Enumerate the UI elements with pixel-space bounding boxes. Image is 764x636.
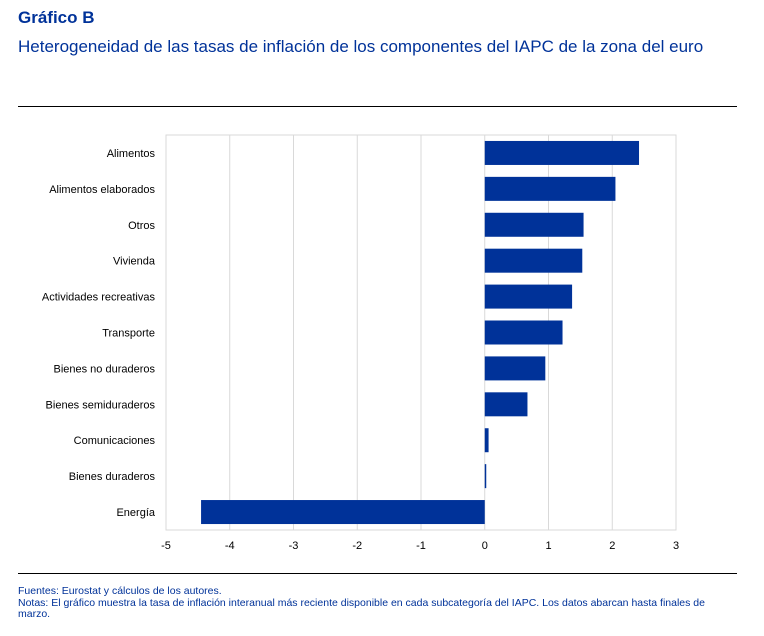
- category-label: Otros: [128, 220, 155, 232]
- chart-heading: Gráfico B Heterogeneidad de las tasas de…: [18, 8, 738, 61]
- x-tick-label: 2: [609, 540, 615, 552]
- bottom-divider: [18, 573, 737, 574]
- category-label: Alimentos elaborados: [49, 184, 155, 196]
- category-label: Energía: [116, 507, 155, 519]
- x-tick-label: 1: [545, 540, 551, 552]
- x-tick-label: -1: [416, 540, 426, 552]
- category-label: Bienes semiduraderos: [46, 399, 156, 411]
- bar: [484, 248, 583, 273]
- x-tick-label: -4: [225, 540, 235, 552]
- bars: [201, 140, 640, 525]
- notes-text: Notas: El gráfico muestra la tasa de inf…: [18, 596, 705, 620]
- bar: [484, 212, 584, 237]
- category-label: Vivienda: [113, 256, 156, 268]
- x-tick-label: 0: [482, 540, 488, 552]
- bar: [484, 392, 528, 417]
- x-tick-label: 3: [673, 540, 679, 552]
- bar-chart: Alimentos Alimentos elaborados Otros Vivien…: [42, 134, 679, 552]
- bar: [484, 464, 487, 489]
- x-tick-label: -2: [352, 540, 362, 552]
- bar: [484, 284, 573, 309]
- category-labels: Alimentos Alimentos elaborados Otros Vivien…: [42, 148, 156, 519]
- x-tick-label: -5: [161, 540, 171, 552]
- x-tick-label: -3: [289, 540, 299, 552]
- x-tick-labels: -5 -4 -3 -2 -1 0 1 2 3: [161, 540, 679, 552]
- bar: [484, 320, 563, 345]
- category-label: Alimentos: [107, 148, 156, 160]
- chart-title: Heterogeneidad de las tasas de inflación…: [18, 37, 704, 56]
- category-label: Bienes no duraderos: [53, 363, 155, 375]
- category-label: Actividades recreativas: [42, 292, 156, 304]
- category-label: Comunicaciones: [74, 435, 156, 447]
- sources-note: Fuentes: Eurostat y cálculos de los auto…: [18, 585, 222, 597]
- category-label: Transporte: [102, 328, 155, 340]
- chart-label: Gráfico B: [18, 8, 95, 27]
- footer: Fuentes: Eurostat y cálculos de los auto…: [18, 585, 738, 621]
- top-divider: [18, 106, 737, 107]
- bar: [484, 176, 616, 201]
- category-label: Bienes duraderos: [69, 471, 156, 483]
- bar: [201, 500, 485, 525]
- bar: [484, 356, 546, 381]
- bar: [484, 428, 489, 453]
- bar: [484, 140, 640, 165]
